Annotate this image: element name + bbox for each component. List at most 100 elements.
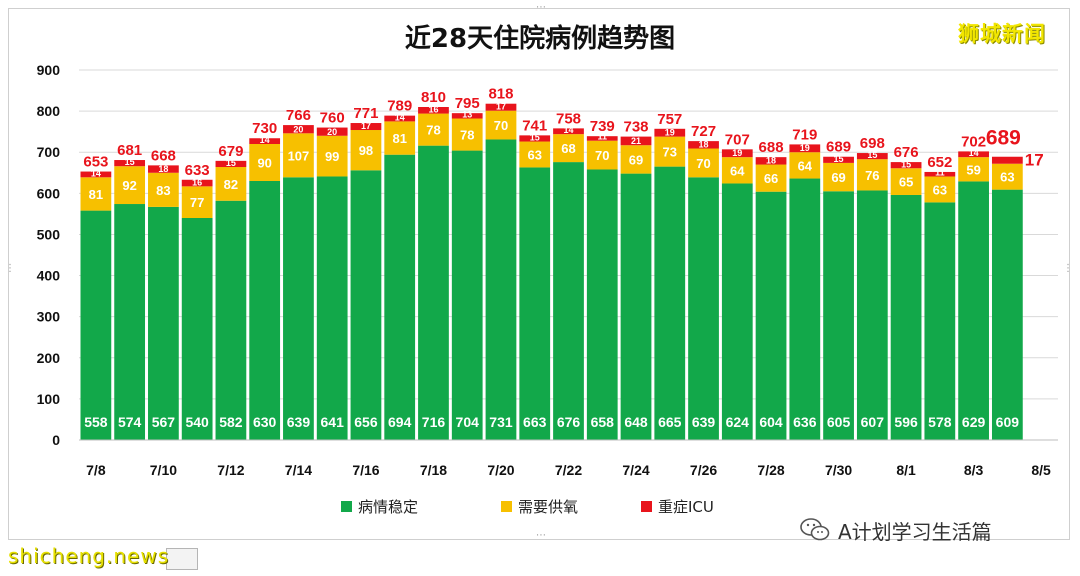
bar-oxygen: [688, 148, 719, 178]
bar-oxygen: [519, 141, 551, 168]
bar-icu: [620, 136, 652, 146]
bar-oxygen: [181, 186, 213, 218]
bar-icu: [519, 135, 551, 142]
label-stable: 596: [894, 414, 918, 430]
y-tick-label: 900: [37, 62, 61, 78]
label-icu: 15: [867, 150, 877, 160]
label-oxygen: 78: [426, 123, 440, 138]
label-icu: 15: [226, 158, 236, 168]
bar-icu: [384, 115, 416, 122]
bar-oxygen: [283, 133, 314, 178]
bar-stable: [80, 210, 112, 440]
bar-oxygen: [789, 152, 821, 179]
label-oxygen: 59: [966, 162, 980, 177]
y-tick-label: 700: [37, 144, 61, 160]
label-icu: 18: [766, 156, 776, 166]
y-tick-label: 800: [37, 103, 61, 119]
label-total: 676: [894, 144, 919, 161]
label-stable: 656: [354, 414, 378, 430]
scroll-thumb[interactable]: [166, 548, 198, 570]
label-total: 730: [252, 120, 277, 137]
bar-stable: [620, 173, 652, 440]
bar-icu: [316, 127, 348, 136]
label-oxygen: 69: [831, 170, 845, 185]
x-tick-label: 7/24: [622, 462, 649, 478]
bar-oxygen: [991, 163, 1023, 190]
label-stable: 665: [658, 414, 682, 430]
label-stable: 676: [557, 414, 581, 430]
bar-icu: [654, 128, 686, 137]
y-tick-label: 400: [37, 268, 61, 284]
bar-stable: [958, 181, 989, 440]
label-icu: 21: [631, 136, 641, 146]
bar-stable: [553, 162, 584, 441]
source-watermark: shicheng.news: [8, 544, 170, 568]
x-tick-label: 7/20: [487, 462, 514, 478]
bar-oxygen: [350, 130, 382, 171]
bar-icu: [418, 107, 449, 114]
resize-handle-right-icon[interactable]: ⋮: [1063, 263, 1073, 274]
bar-oxygen: [958, 157, 989, 182]
bar-icu: [823, 156, 854, 163]
label-total: 758: [556, 110, 581, 127]
label-stable: 639: [287, 414, 311, 430]
bar-oxygen: [755, 164, 787, 192]
label-oxygen: 107: [288, 148, 310, 163]
x-tick-label: 7/22: [555, 462, 582, 478]
bar-oxygen: [924, 176, 956, 203]
bar-oxygen: [654, 136, 686, 167]
label-oxygen: 90: [257, 156, 271, 171]
bar-stable: [519, 167, 551, 440]
label-oxygen: 81: [392, 131, 406, 146]
x-tick-label: 7/18: [420, 462, 447, 478]
label-stable: 658: [591, 414, 615, 430]
label-oxygen: 73: [663, 145, 677, 160]
legend-swatch: [501, 501, 512, 512]
legend-label: 重症ICU: [658, 498, 714, 516]
bar-stable: [688, 177, 719, 441]
label-total: 702: [961, 133, 986, 150]
x-tick-label: 7/14: [285, 462, 312, 478]
label-stable: 604: [759, 414, 783, 430]
x-tick-label: 8/1: [896, 462, 916, 478]
x-tick-label: 7/12: [217, 462, 244, 478]
bar-icu: [586, 136, 618, 141]
label-icu: 15: [530, 133, 540, 143]
bar-stable: [451, 150, 483, 441]
label-stable: 630: [253, 414, 277, 430]
label-oxygen: 70: [494, 118, 508, 133]
resize-handle-left-icon[interactable]: ⋮: [5, 263, 15, 274]
bar-icu: [890, 162, 922, 169]
label-total: 760: [320, 110, 345, 127]
label-icu: 20: [327, 127, 337, 137]
brand-logo-text: 狮城新闻: [958, 22, 1046, 46]
bar-stable: [924, 202, 956, 440]
bar-stable: [181, 218, 213, 440]
label-stable: 607: [861, 414, 885, 430]
bar-icu: [688, 141, 719, 149]
y-tick-label: 600: [37, 185, 61, 201]
bar-oxygen: [384, 121, 416, 155]
label-total: 738: [624, 119, 649, 136]
bar-icu: [350, 123, 382, 131]
bar-stable: [789, 178, 821, 441]
x-tick-label: 7/26: [690, 462, 717, 478]
resize-handle-bottom-icon[interactable]: ⋯: [536, 530, 546, 541]
label-total: 795: [455, 95, 480, 112]
bar-oxygen: [215, 167, 247, 201]
label-icu: 14: [969, 148, 979, 158]
bar-oxygen: [553, 134, 584, 163]
bar-icu: [80, 171, 112, 178]
label-total: 653: [83, 154, 108, 171]
bar-icu: [789, 144, 821, 153]
label-total: 688: [759, 139, 784, 156]
label-total: 757: [657, 111, 682, 128]
label-total: 698: [860, 135, 885, 152]
label-oxygen: 70: [696, 156, 710, 171]
bar-oxygen: [114, 166, 146, 205]
bar-stable: [654, 166, 686, 440]
resize-handle-top-icon[interactable]: ⋯: [536, 2, 546, 13]
label-icu: 15: [125, 157, 135, 167]
bar-groups: [80, 103, 1023, 441]
